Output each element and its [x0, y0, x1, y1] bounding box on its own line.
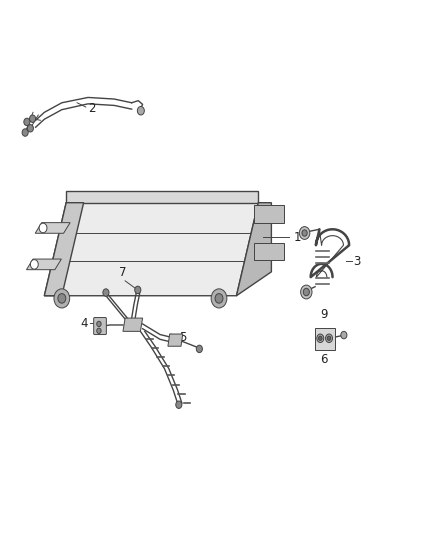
Circle shape — [327, 336, 331, 341]
Polygon shape — [254, 243, 285, 260]
Circle shape — [22, 129, 28, 136]
Polygon shape — [66, 191, 258, 203]
Circle shape — [300, 285, 312, 299]
Circle shape — [302, 230, 307, 236]
Text: 4: 4 — [80, 317, 88, 330]
Text: 2: 2 — [88, 102, 95, 115]
Polygon shape — [168, 334, 183, 346]
Circle shape — [299, 227, 310, 239]
Polygon shape — [123, 318, 143, 332]
Polygon shape — [254, 205, 285, 223]
Polygon shape — [35, 223, 70, 233]
Circle shape — [317, 334, 324, 343]
Polygon shape — [44, 203, 84, 296]
Circle shape — [135, 286, 141, 294]
Polygon shape — [237, 203, 272, 296]
FancyBboxPatch shape — [315, 328, 335, 350]
Circle shape — [211, 289, 227, 308]
Text: 7: 7 — [119, 266, 127, 279]
Text: 6: 6 — [320, 353, 328, 366]
Circle shape — [39, 223, 47, 233]
Text: 1: 1 — [293, 231, 301, 244]
Polygon shape — [26, 259, 61, 270]
Circle shape — [176, 401, 182, 408]
Circle shape — [215, 294, 223, 303]
Circle shape — [54, 289, 70, 308]
Circle shape — [30, 260, 38, 269]
Text: 5: 5 — [179, 331, 186, 344]
Circle shape — [138, 107, 145, 115]
Circle shape — [303, 288, 309, 296]
FancyBboxPatch shape — [94, 318, 106, 335]
Circle shape — [58, 294, 66, 303]
Circle shape — [24, 118, 30, 126]
Circle shape — [103, 289, 109, 296]
Circle shape — [27, 125, 33, 132]
Circle shape — [341, 332, 347, 339]
Circle shape — [325, 334, 332, 343]
Circle shape — [97, 328, 101, 334]
Circle shape — [196, 345, 202, 353]
Circle shape — [29, 115, 35, 123]
Circle shape — [97, 321, 101, 327]
Circle shape — [318, 336, 322, 341]
Polygon shape — [44, 203, 258, 296]
Text: 3: 3 — [353, 255, 361, 268]
Text: 9: 9 — [320, 308, 328, 321]
